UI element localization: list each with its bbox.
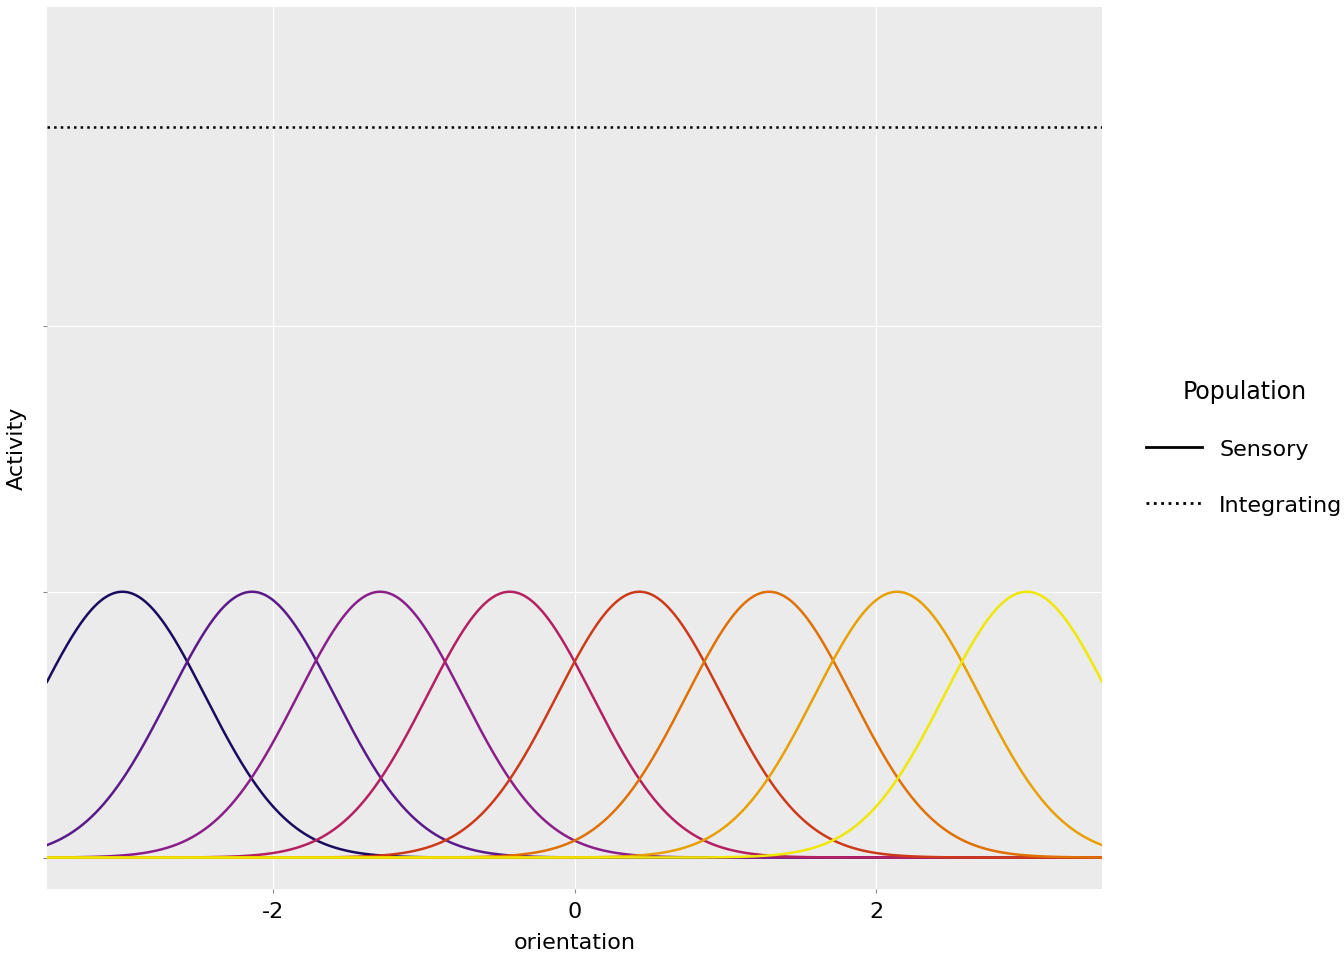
Y-axis label: Activity: Activity — [7, 406, 27, 490]
Legend: Sensory, Integrating: Sensory, Integrating — [1124, 358, 1344, 539]
X-axis label: orientation: orientation — [513, 933, 636, 953]
